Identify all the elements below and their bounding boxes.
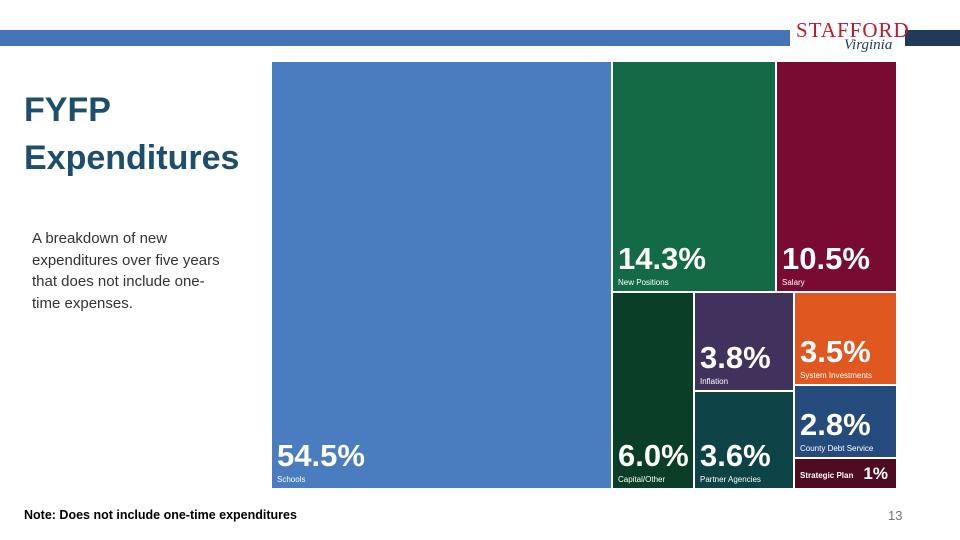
treemap-value-label: 3.5% xyxy=(800,334,871,369)
treemap-tile-inflation: 3.8% Inflation xyxy=(695,293,795,392)
treemap-value-label: 6.0% xyxy=(618,438,689,473)
treemap-tile-strategic-plan: 1% Strategic Plan xyxy=(795,459,896,488)
treemap-tile-system-investments: 3.5% System Investments xyxy=(795,293,896,386)
treemap-category-label: Capital/Other xyxy=(618,475,666,484)
treemap-category-label: System Investments xyxy=(800,371,873,380)
treemap-value-label: 3.6% xyxy=(700,438,771,473)
treemap-tile-partner-agencies: 3.6% Partner Agencies xyxy=(695,392,795,488)
treemap-value-label: 2.8% xyxy=(800,407,871,442)
header-bar-accent xyxy=(905,30,960,46)
treemap-tile-county-debt-service: 2.8% County Debt Service xyxy=(795,386,896,459)
treemap-category-label: New Positions xyxy=(618,278,669,287)
treemap-tile-capital-other: 6.0% Capital/Other xyxy=(613,293,695,488)
treemap-value-label: 54.5% xyxy=(277,438,365,473)
treemap-value-label: 14.3% xyxy=(618,241,706,276)
treemap-category-label: Strategic Plan xyxy=(800,471,854,480)
treemap-category-label: County Debt Service xyxy=(800,444,874,453)
logo-script: Virginia xyxy=(844,37,893,53)
treemap-tile-schools: 54.5% Schools xyxy=(272,62,613,488)
treemap-tile-salary: 10.5% Salary xyxy=(777,62,896,293)
treemap-value-label: 3.8% xyxy=(700,340,771,375)
slide-title-line-1: FYFP xyxy=(24,91,111,129)
slide-title: FYFP Expenditures xyxy=(24,86,239,182)
treemap-category-label: Partner Agencies xyxy=(700,475,761,484)
stafford-virginia-logo: STAFFORD Virginia xyxy=(796,18,909,58)
slide-title-line-2: Expenditures xyxy=(24,139,240,177)
treemap-value-label: 1% xyxy=(863,464,888,483)
treemap-category-label: Salary xyxy=(782,278,805,287)
treemap-tile-new-positions: 14.3% New Positions xyxy=(613,62,777,293)
page-number: 13 xyxy=(888,508,903,523)
treemap-value-label: 10.5% xyxy=(782,241,870,276)
logo-word: STAFFORD xyxy=(796,18,910,42)
treemap-category-label: Schools xyxy=(277,475,306,484)
footnote: Note: Does not include one-time expendit… xyxy=(24,508,297,522)
slide-description: A breakdown of new expenditures over fiv… xyxy=(32,230,220,312)
expenditures-treemap: 54.5% Schools 14.3% New Positions 10.5% Salar… xyxy=(272,62,896,488)
header-bar xyxy=(0,30,790,46)
treemap-category-label: Inflation xyxy=(700,377,729,386)
